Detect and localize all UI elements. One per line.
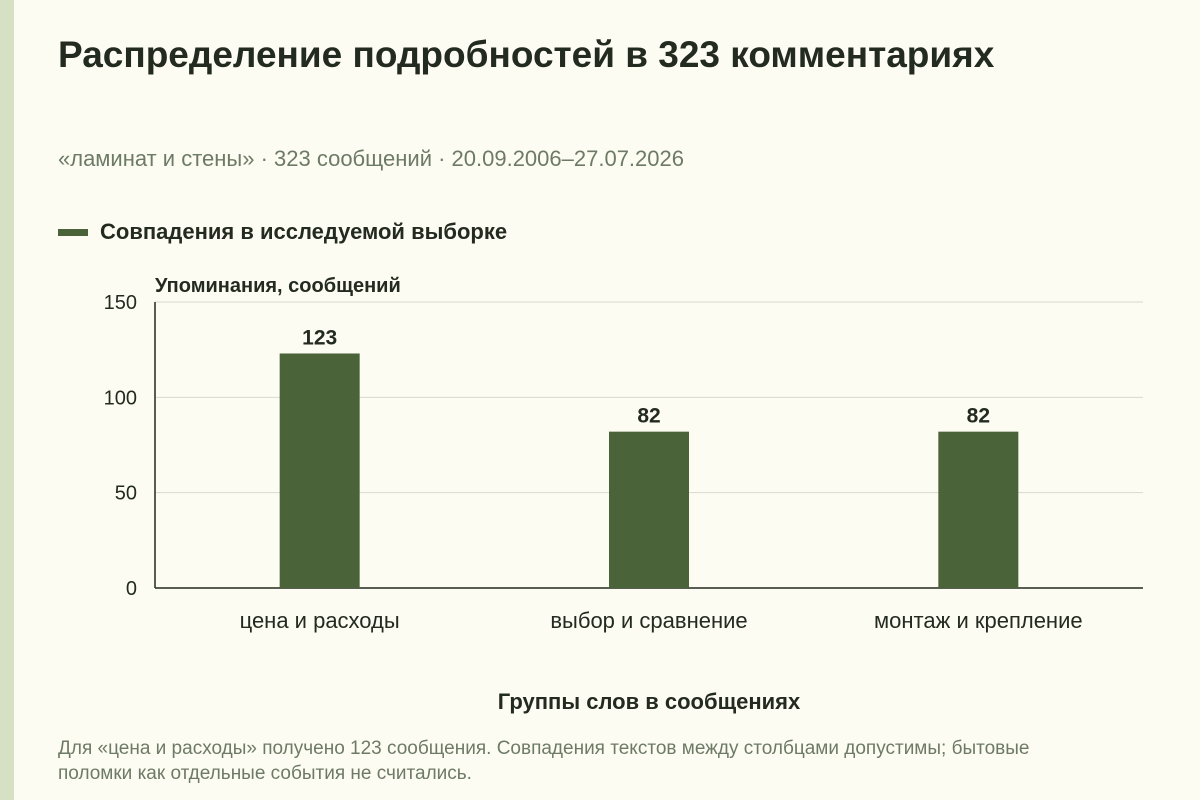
- chart-subtitle: «ламинат и стены» · 323 сообщений · 20.0…: [58, 146, 684, 171]
- bar: [609, 431, 689, 588]
- side-stripe: [0, 0, 14, 800]
- y-tick-label: 100: [104, 387, 137, 409]
- legend: Совпадения в исследуемой выборке: [58, 219, 507, 245]
- y-axis-label: Упоминания, сообщений: [155, 275, 401, 297]
- chart-title: Распределение подробностей в 323 коммент…: [58, 34, 995, 75]
- x-tick-label: цена и расходы: [240, 608, 400, 633]
- x-axis-label: Группы слов в сообщениях: [498, 689, 801, 714]
- bar: [938, 431, 1019, 588]
- y-tick-label: 0: [126, 578, 137, 600]
- y-tick-label: 50: [115, 483, 137, 505]
- footnote: Для «цена и расходы» получено 123 сообще…: [58, 738, 1030, 784]
- y-tick-label: 150: [104, 292, 137, 314]
- bar-value-label: 123: [302, 326, 337, 349]
- legend-label: Совпадения в исследуемой выборке: [100, 219, 508, 244]
- bar: [279, 353, 360, 588]
- x-tick-label: монтаж и крепление: [874, 608, 1083, 633]
- bar-value-label: 82: [967, 405, 990, 428]
- x-tick-label: выбор и сравнение: [550, 608, 747, 633]
- bar-value-label: 82: [637, 405, 660, 428]
- legend-swatch: [58, 228, 88, 236]
